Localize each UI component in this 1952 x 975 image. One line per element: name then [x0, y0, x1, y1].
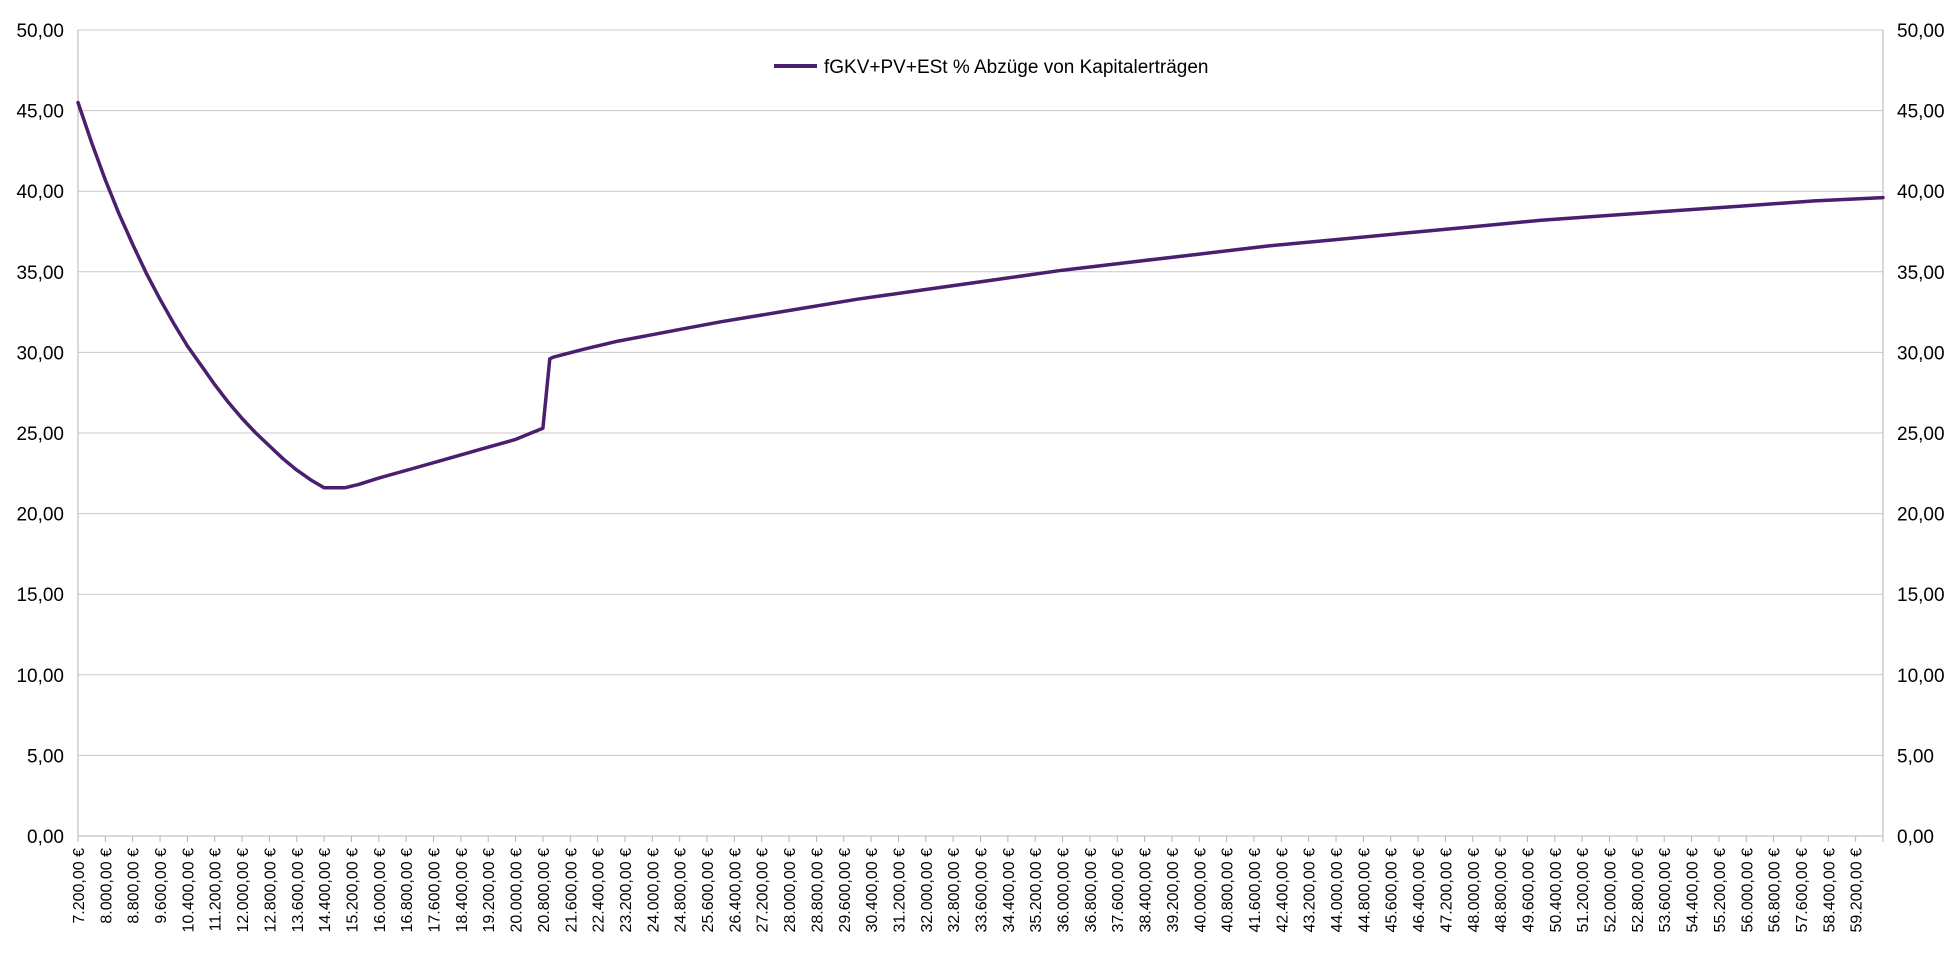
x-tick-label: 38.400,00 €: [1138, 848, 1155, 933]
x-tick-label: 24.800,00 €: [673, 848, 690, 933]
x-tick-label: 36.000,00 €: [1056, 848, 1073, 933]
x-tick-label: 56.000,00 €: [1739, 848, 1756, 933]
y2-tick-label: 20,00: [1897, 505, 1945, 526]
y-tick-label: 35,00: [16, 263, 64, 284]
y2-tick-label: 35,00: [1897, 263, 1945, 284]
x-tick-label: 16.000,00 €: [372, 848, 389, 933]
x-tick-label: 13.600,00 €: [290, 848, 307, 933]
x-tick-label: 44.000,00 €: [1329, 848, 1346, 933]
y2-tick-label: 10,00: [1897, 666, 1945, 687]
y-tick-label: 10,00: [16, 666, 64, 687]
y2-tick-label: 40,00: [1897, 182, 1945, 203]
x-tick-label: 12.000,00 €: [235, 848, 252, 933]
x-tick-label: 48.800,00 €: [1493, 848, 1510, 933]
x-tick-label: 46.400,00 €: [1411, 848, 1428, 933]
x-tick-label: 22.400,00 €: [591, 848, 608, 933]
x-tick-label: 53.600,00 €: [1657, 848, 1674, 933]
x-tick-label: 42.400,00 €: [1274, 848, 1291, 933]
x-tick-label: 40.000,00 €: [1192, 848, 1209, 933]
series-layer: [76, 100, 1885, 490]
x-tick-label: 55.200,00 €: [1712, 848, 1729, 933]
x-tick-label: 28.000,00 €: [782, 848, 799, 933]
legend: fGKV+PV+ESt % Abzüge von Kapitalerträgen: [774, 57, 1208, 78]
x-tick-label: 24.000,00 €: [645, 848, 662, 933]
x-tick-label: 39.200,00 €: [1165, 848, 1182, 933]
x-tick-label: 56.800,00 €: [1767, 848, 1784, 933]
x-tick-label: 59.200,00 €: [1849, 848, 1866, 933]
x-tick-label: 35.200,00 €: [1028, 848, 1045, 933]
x-tick-label: 47.200,00 €: [1438, 848, 1455, 933]
y-tick-label: 20,00: [16, 505, 64, 526]
x-tick-label: 8.000,00 €: [98, 848, 115, 924]
x-tick-label: 18.400,00 €: [454, 848, 471, 933]
x-tick-label: 54.400,00 €: [1685, 848, 1702, 933]
y2-tick-label: 50,00: [1897, 21, 1945, 42]
x-tick-label: 40.800,00 €: [1220, 848, 1237, 933]
x-tick-label: 14.400,00 €: [317, 848, 334, 933]
y-tick-label: 30,00: [16, 343, 64, 364]
x-tick-label: 20.000,00 €: [509, 848, 526, 933]
x-tick-label: 51.200,00 €: [1575, 848, 1592, 933]
x-tick-label: 16.800,00 €: [399, 848, 416, 933]
x-tick-label: 44.800,00 €: [1356, 848, 1373, 933]
x-tick-label: 10.400,00 €: [180, 848, 197, 933]
x-tick-label: 21.600,00 €: [563, 848, 580, 933]
x-tick-label: 57.600,00 €: [1794, 848, 1811, 933]
legend-label: fGKV+PV+ESt % Abzüge von Kapitalerträgen: [824, 57, 1208, 78]
x-tick-label: 32.000,00 €: [919, 848, 936, 933]
y-tick-label: 40,00: [16, 182, 64, 203]
x-tick-label: 50.400,00 €: [1548, 848, 1565, 933]
y2-tick-label: 0,00: [1897, 827, 1934, 848]
x-tick-label: 28.800,00 €: [809, 848, 826, 933]
x-tick-label: 17.600,00 €: [427, 848, 444, 933]
gridlines: [78, 29, 1883, 837]
x-tick-label: 34.400,00 €: [1001, 848, 1018, 933]
y-tick-label: 50,00: [16, 21, 64, 42]
x-tick-label: 48.000,00 €: [1466, 848, 1483, 933]
x-tick-label: 29.600,00 €: [837, 848, 854, 933]
x-tick-label: 26.400,00 €: [727, 848, 744, 933]
x-tick-label: 27.200,00 €: [755, 848, 772, 933]
x-tick-label: 25.600,00 €: [700, 848, 717, 933]
y2-tick-label: 45,00: [1897, 102, 1945, 123]
x-tick-label: 52.000,00 €: [1603, 848, 1620, 933]
x-tick-label: 23.200,00 €: [618, 848, 635, 933]
y-axis-right-ticks: 0,00 5,00 10,00 15,00 20,00 25,00 30,00 35,00 40…: [1897, 21, 1945, 848]
x-tick-label: 8.800,00 €: [126, 848, 143, 924]
x-tick-label: 33.600,00 €: [974, 848, 991, 933]
x-tick-label: 41.600,00 €: [1247, 848, 1264, 933]
x-tick-label: 11.200,00 €: [208, 848, 225, 931]
x-tick-label: 58.400,00 €: [1821, 848, 1838, 933]
y-tick-label: 5,00: [27, 746, 64, 767]
x-axis-ticks: 7.200,00 € 8.000,00 € 8.800,00 € 9.600,00 €…: [71, 836, 1884, 933]
x-tick-label: 43.200,00 €: [1302, 848, 1319, 933]
x-tick-label: 15.200,00 €: [344, 848, 361, 933]
y-tick-label: 0,00: [27, 827, 64, 848]
y2-tick-label: 30,00: [1897, 343, 1945, 364]
y2-tick-label: 15,00: [1897, 585, 1945, 606]
x-tick-label: 32.800,00 €: [946, 848, 963, 933]
y-tick-label: 15,00: [16, 585, 64, 606]
series-line: [76, 100, 1885, 490]
y-tick-label: 25,00: [16, 424, 64, 445]
x-tick-label: 20.800,00 €: [536, 848, 553, 933]
y2-tick-label: 5,00: [1897, 746, 1934, 767]
x-tick-label: 52.800,00 €: [1630, 848, 1647, 933]
y2-tick-label: 25,00: [1897, 424, 1945, 445]
x-tick-label: 19.200,00 €: [481, 848, 498, 933]
x-tick-label: 30.400,00 €: [864, 848, 881, 933]
x-tick-label: 45.600,00 €: [1384, 848, 1401, 933]
y-axis-left-ticks: 0,00 5,00 10,00 15,00 20,00 25,00 30,00 35,00 40…: [16, 21, 64, 848]
x-tick-label: 37.600,00 €: [1110, 848, 1127, 933]
x-tick-label: 31.200,00 €: [891, 848, 908, 933]
x-tick-label: 36.800,00 €: [1083, 848, 1100, 933]
x-tick-label: 7.200,00 €: [71, 848, 88, 924]
x-tick-label: 49.600,00 €: [1520, 848, 1537, 933]
x-tick-label: 9.600,00 €: [153, 848, 170, 924]
y-tick-label: 45,00: [16, 102, 64, 123]
x-tick-label: 12.800,00 €: [262, 848, 279, 933]
